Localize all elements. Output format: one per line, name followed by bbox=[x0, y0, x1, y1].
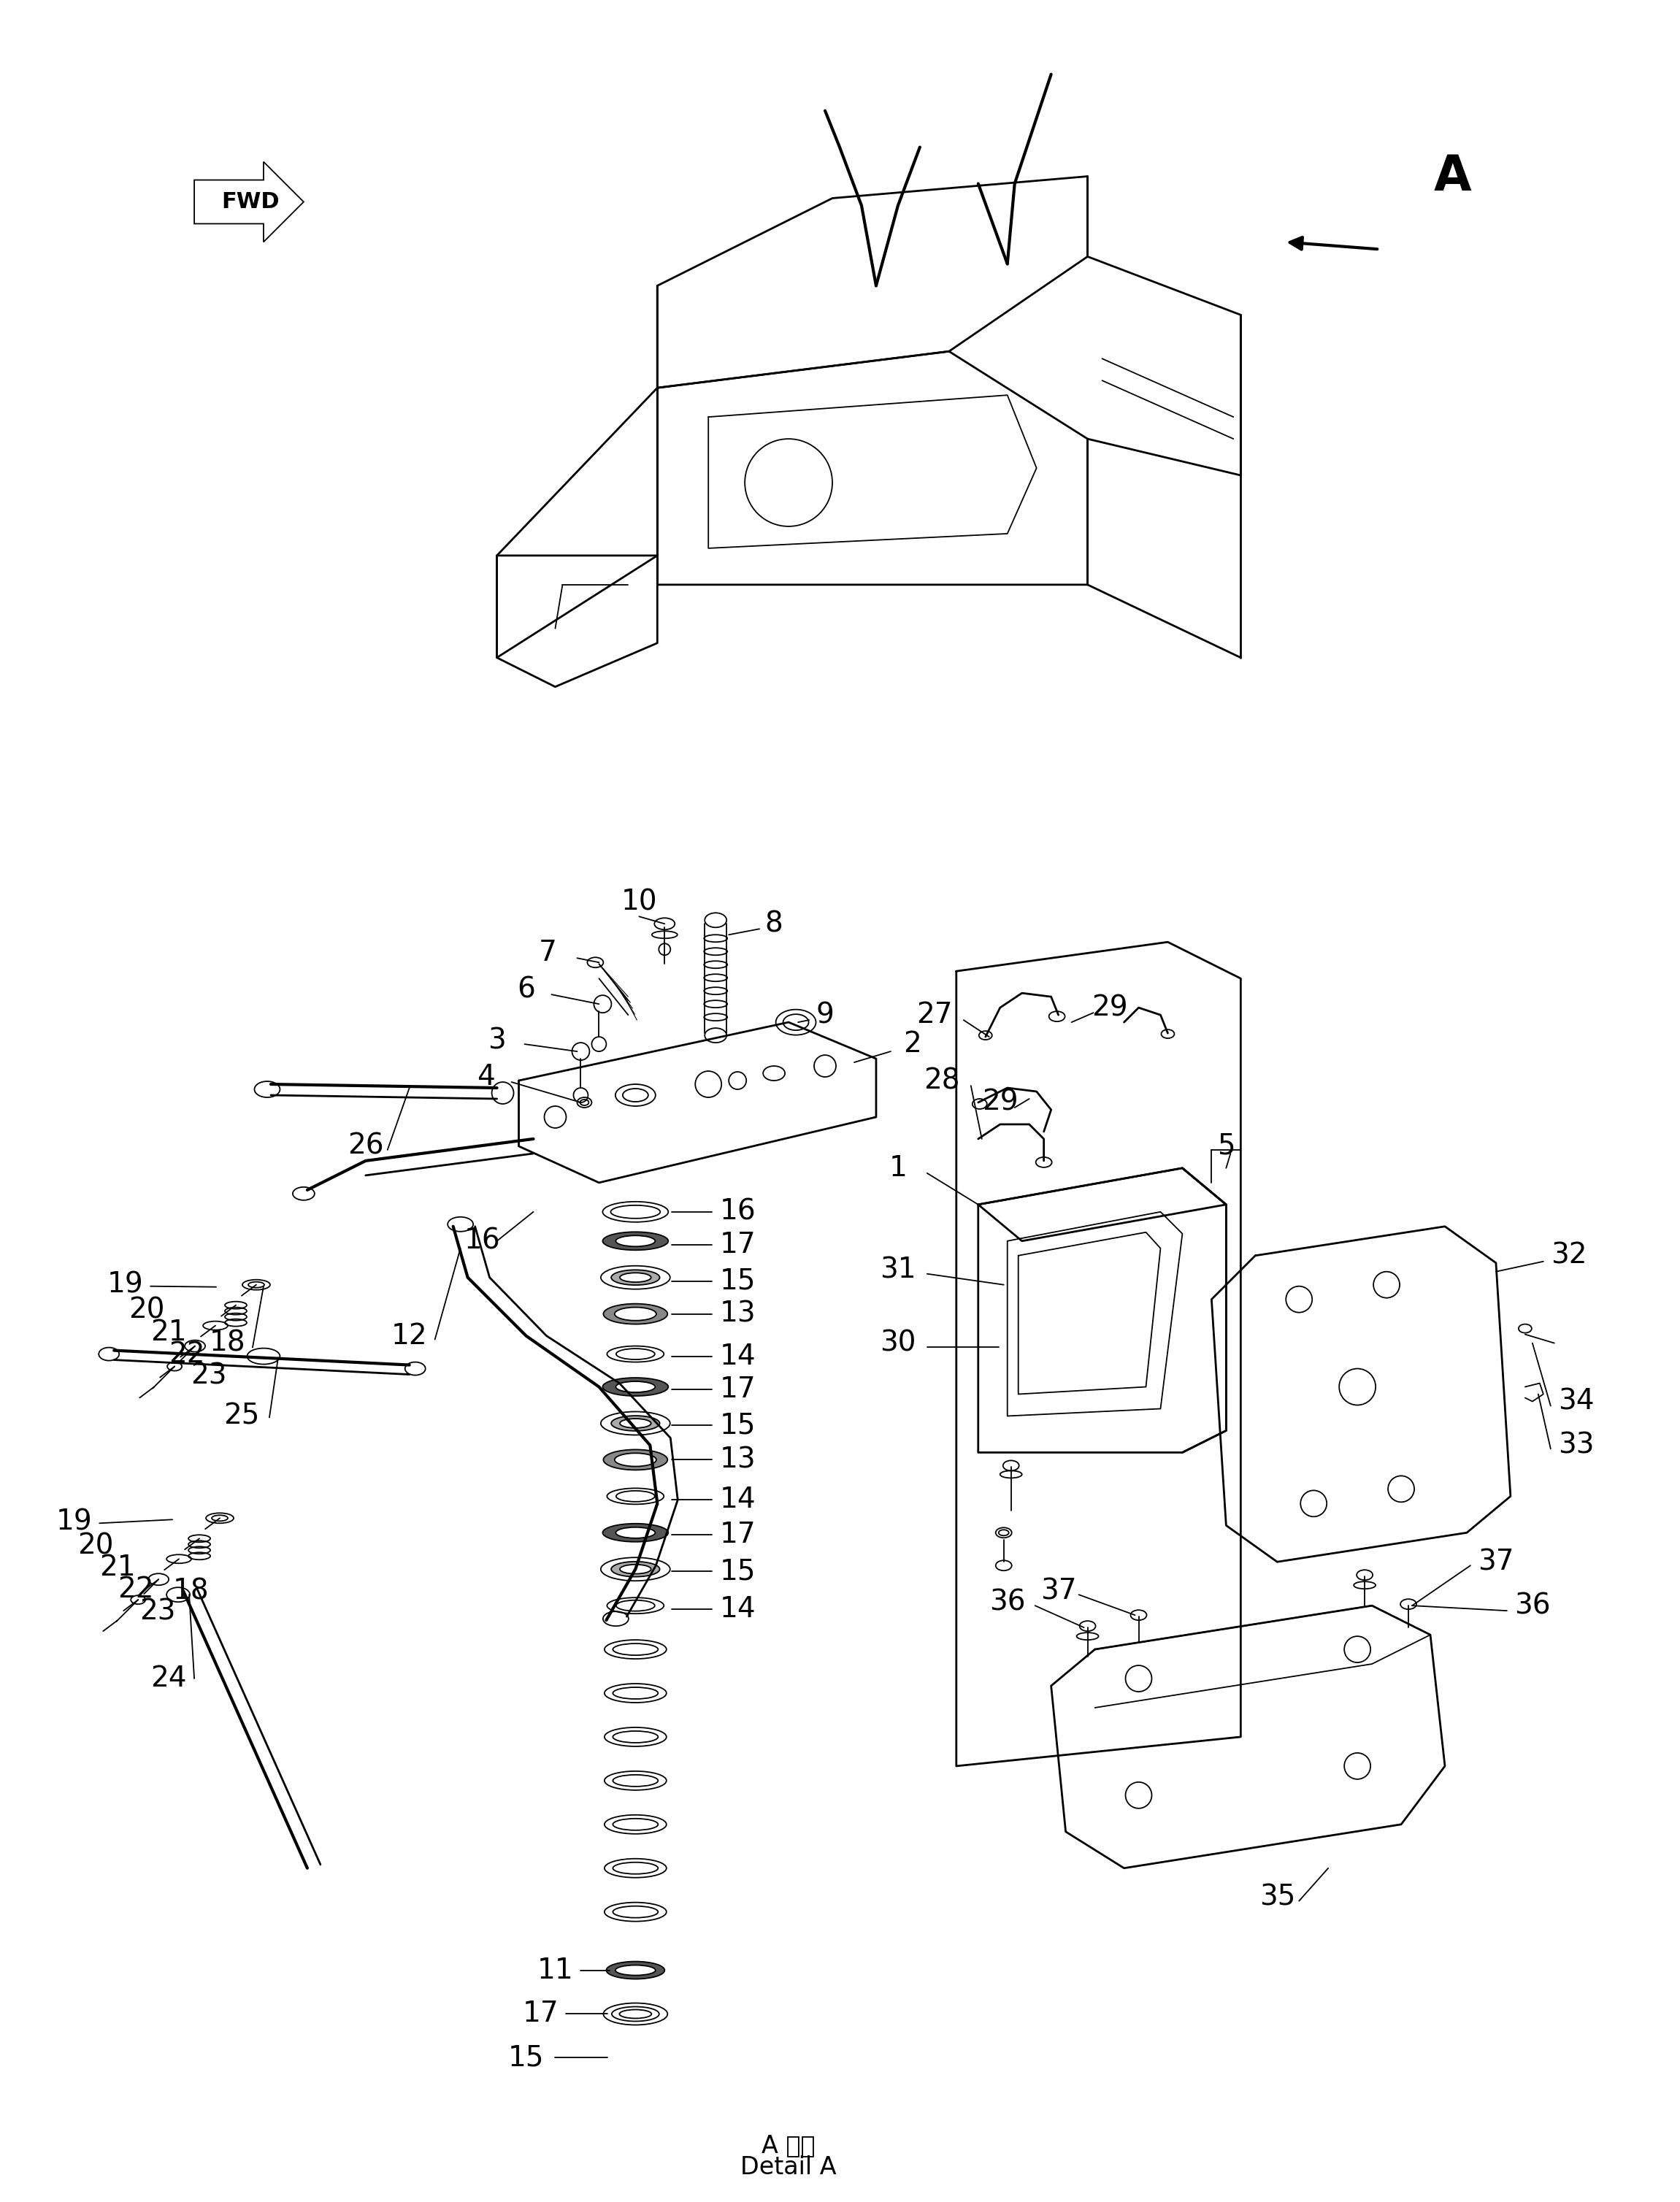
Text: 7: 7 bbox=[539, 938, 558, 967]
Text: 35: 35 bbox=[1258, 1883, 1295, 1911]
Text: 11: 11 bbox=[538, 1955, 573, 1984]
Ellipse shape bbox=[620, 1418, 652, 1427]
Ellipse shape bbox=[606, 1489, 664, 1504]
Text: 5: 5 bbox=[1216, 1132, 1235, 1160]
Text: 15: 15 bbox=[507, 2043, 544, 2072]
Text: Detail A: Detail A bbox=[741, 2156, 837, 2180]
Text: 15: 15 bbox=[719, 1411, 756, 1440]
Text: 17: 17 bbox=[522, 1999, 559, 2028]
Ellipse shape bbox=[617, 1348, 655, 1359]
Text: 10: 10 bbox=[622, 887, 657, 916]
Text: 20: 20 bbox=[77, 1533, 114, 1559]
Ellipse shape bbox=[615, 1453, 657, 1467]
Text: 31: 31 bbox=[880, 1257, 916, 1284]
Ellipse shape bbox=[617, 1491, 655, 1502]
Text: 6: 6 bbox=[517, 975, 536, 1004]
Text: A 詳細: A 詳細 bbox=[761, 2134, 815, 2158]
Circle shape bbox=[659, 942, 670, 956]
Text: 24: 24 bbox=[151, 1665, 186, 1693]
Text: 30: 30 bbox=[880, 1330, 916, 1356]
Ellipse shape bbox=[612, 1561, 660, 1577]
Text: 34: 34 bbox=[1557, 1387, 1594, 1416]
Text: 26: 26 bbox=[348, 1132, 383, 1160]
Polygon shape bbox=[195, 161, 304, 242]
Text: 17: 17 bbox=[719, 1376, 756, 1403]
Ellipse shape bbox=[603, 1524, 669, 1541]
Ellipse shape bbox=[617, 1601, 655, 1612]
Ellipse shape bbox=[606, 1599, 664, 1614]
Text: 18: 18 bbox=[173, 1577, 208, 1605]
Ellipse shape bbox=[620, 1563, 652, 1574]
Text: 29: 29 bbox=[1092, 993, 1127, 1022]
Text: 14: 14 bbox=[719, 1596, 756, 1623]
Text: 23: 23 bbox=[192, 1363, 227, 1389]
Text: 3: 3 bbox=[487, 1026, 506, 1055]
Text: 15: 15 bbox=[719, 1266, 756, 1295]
Text: 8: 8 bbox=[764, 909, 783, 938]
Text: FWD: FWD bbox=[222, 192, 279, 211]
Text: A: A bbox=[1433, 152, 1472, 200]
Ellipse shape bbox=[704, 1028, 727, 1044]
Text: 17: 17 bbox=[719, 1522, 756, 1548]
Text: 37: 37 bbox=[1478, 1548, 1514, 1577]
Text: 36: 36 bbox=[1514, 1592, 1551, 1618]
Text: 27: 27 bbox=[916, 1002, 953, 1028]
Text: 28: 28 bbox=[924, 1066, 959, 1094]
Text: 14: 14 bbox=[719, 1343, 756, 1370]
Text: 19: 19 bbox=[55, 1508, 92, 1535]
Text: 21: 21 bbox=[99, 1555, 136, 1581]
Ellipse shape bbox=[615, 1308, 657, 1321]
Text: 37: 37 bbox=[1040, 1577, 1077, 1605]
Text: 29: 29 bbox=[981, 1088, 1018, 1116]
Text: 22: 22 bbox=[118, 1577, 155, 1603]
Ellipse shape bbox=[603, 1231, 669, 1251]
Ellipse shape bbox=[603, 1304, 667, 1323]
Text: 1: 1 bbox=[889, 1154, 907, 1182]
Ellipse shape bbox=[617, 1528, 655, 1539]
Ellipse shape bbox=[617, 1381, 655, 1392]
Text: 21: 21 bbox=[151, 1319, 186, 1345]
Ellipse shape bbox=[612, 1271, 660, 1286]
Text: 12: 12 bbox=[391, 1321, 427, 1350]
Text: 2: 2 bbox=[904, 1031, 922, 1057]
Ellipse shape bbox=[601, 1266, 670, 1288]
Text: 19: 19 bbox=[108, 1271, 143, 1299]
Text: 13: 13 bbox=[719, 1447, 756, 1473]
Ellipse shape bbox=[612, 1416, 660, 1431]
Text: 16: 16 bbox=[464, 1227, 501, 1255]
Ellipse shape bbox=[606, 1962, 665, 1980]
Text: 9: 9 bbox=[816, 1002, 835, 1028]
Text: 22: 22 bbox=[170, 1341, 205, 1367]
Ellipse shape bbox=[655, 918, 675, 929]
Ellipse shape bbox=[601, 1411, 670, 1436]
Text: 17: 17 bbox=[719, 1231, 756, 1260]
Ellipse shape bbox=[606, 1345, 664, 1363]
Ellipse shape bbox=[617, 1235, 655, 1246]
Text: 4: 4 bbox=[477, 1064, 496, 1090]
Ellipse shape bbox=[620, 1273, 652, 1282]
Ellipse shape bbox=[615, 1964, 655, 1975]
Text: 18: 18 bbox=[208, 1330, 245, 1356]
Text: 25: 25 bbox=[223, 1403, 260, 1429]
Text: 16: 16 bbox=[719, 1198, 756, 1227]
Text: 15: 15 bbox=[719, 1557, 756, 1585]
Ellipse shape bbox=[603, 1449, 667, 1471]
Text: 20: 20 bbox=[129, 1297, 165, 1323]
Ellipse shape bbox=[603, 1378, 669, 1396]
Text: 33: 33 bbox=[1557, 1431, 1594, 1460]
Text: 23: 23 bbox=[139, 1599, 176, 1625]
Text: 14: 14 bbox=[719, 1486, 756, 1513]
Text: 32: 32 bbox=[1551, 1242, 1588, 1271]
Text: 13: 13 bbox=[719, 1299, 756, 1328]
Ellipse shape bbox=[601, 1557, 670, 1581]
Text: 36: 36 bbox=[990, 1588, 1025, 1616]
